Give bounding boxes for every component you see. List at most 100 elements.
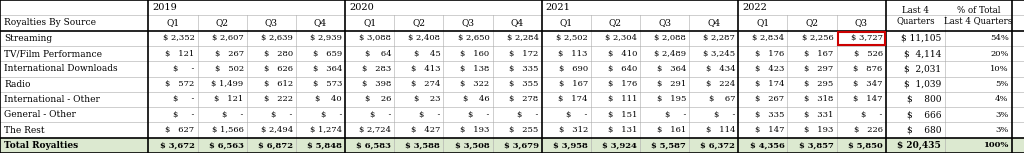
Text: $ 5,850: $ 5,850 xyxy=(848,141,883,149)
Text: $   174: $ 174 xyxy=(755,80,784,88)
Text: International Downloads: International Downloads xyxy=(4,64,118,73)
Text: 4%: 4% xyxy=(995,95,1009,103)
Text: $   195: $ 195 xyxy=(656,95,686,103)
Bar xyxy=(838,32,885,45)
Text: $ 2,502: $ 2,502 xyxy=(556,34,588,42)
Text: Q1: Q1 xyxy=(757,19,769,27)
Text: $   573: $ 573 xyxy=(312,80,342,88)
Text: General - Other: General - Other xyxy=(4,110,76,119)
Text: Q3: Q3 xyxy=(265,19,278,27)
Text: $   627: $ 627 xyxy=(166,126,195,134)
Text: $   318: $ 318 xyxy=(804,95,834,103)
Text: Royalties By Source: Royalties By Source xyxy=(4,19,96,27)
Text: $   526: $ 526 xyxy=(854,50,883,58)
Bar xyxy=(0,138,1024,153)
Text: Q2: Q2 xyxy=(216,19,228,27)
Text: $ 2,287: $ 2,287 xyxy=(703,34,735,42)
Text: $   267: $ 267 xyxy=(756,95,784,103)
Text: $   193: $ 193 xyxy=(804,126,834,134)
Text: $   423: $ 423 xyxy=(755,65,784,73)
Text: $ 3,727: $ 3,727 xyxy=(851,34,883,42)
Text: $ 3,958: $ 3,958 xyxy=(553,141,588,149)
Text: $   364: $ 364 xyxy=(312,65,342,73)
Text: $ 3,508: $ 3,508 xyxy=(455,141,489,149)
Text: $   224: $ 224 xyxy=(706,80,735,88)
Text: $   295: $ 295 xyxy=(804,80,834,88)
Text: $   274: $ 274 xyxy=(411,80,440,88)
Text: 20%: 20% xyxy=(990,50,1009,58)
Text: $ 3,924: $ 3,924 xyxy=(602,141,637,149)
Text: 5%: 5% xyxy=(995,80,1009,88)
Text: Q4: Q4 xyxy=(314,19,327,27)
Text: $   114: $ 114 xyxy=(706,126,735,134)
Text: $   355: $ 355 xyxy=(509,80,539,88)
Text: $    45: $ 45 xyxy=(414,50,440,58)
Text: $     -: $ - xyxy=(517,111,539,119)
Text: $ 6,872: $ 6,872 xyxy=(258,141,293,149)
Text: Q1: Q1 xyxy=(560,19,572,27)
Text: $   161: $ 161 xyxy=(656,126,686,134)
Text: $ 2,088: $ 2,088 xyxy=(654,34,686,42)
Text: $  4,114: $ 4,114 xyxy=(904,49,941,58)
Text: $     -: $ - xyxy=(271,111,293,119)
Text: $ 2,352: $ 2,352 xyxy=(163,34,195,42)
Text: 3%: 3% xyxy=(995,126,1009,134)
Text: $   121: $ 121 xyxy=(214,95,244,103)
Text: $   111: $ 111 xyxy=(607,95,637,103)
Text: Radio: Radio xyxy=(4,80,31,89)
Text: $ 2,489: $ 2,489 xyxy=(654,50,686,58)
Text: $     -: $ - xyxy=(714,111,735,119)
Text: $ 5,848: $ 5,848 xyxy=(307,141,342,149)
Text: $ 2,650: $ 2,650 xyxy=(458,34,489,42)
Text: $   364: $ 364 xyxy=(656,65,686,73)
Text: $   193: $ 193 xyxy=(460,126,489,134)
Text: $   172: $ 172 xyxy=(509,50,539,58)
Text: 2019: 2019 xyxy=(153,3,177,12)
Text: $   278: $ 278 xyxy=(509,95,539,103)
Text: $ 2,607: $ 2,607 xyxy=(212,34,244,42)
Text: $ 2,494: $ 2,494 xyxy=(261,126,293,134)
Text: $ 3,588: $ 3,588 xyxy=(406,141,440,149)
Text: $ 2,639: $ 2,639 xyxy=(261,34,293,42)
Text: $    46: $ 46 xyxy=(463,95,489,103)
Text: $     -: $ - xyxy=(370,111,391,119)
Text: $   297: $ 297 xyxy=(804,65,834,73)
Text: $ 2,256: $ 2,256 xyxy=(802,34,834,42)
Text: $   222: $ 222 xyxy=(264,95,293,103)
Text: $ 2,834: $ 2,834 xyxy=(753,34,784,42)
Text: 100%: 100% xyxy=(983,141,1009,149)
Text: $  2,031: $ 2,031 xyxy=(904,64,941,73)
Text: $ 2,284: $ 2,284 xyxy=(507,34,539,42)
Text: % of Total
Last 4 Quarters: % of Total Last 4 Quarters xyxy=(944,6,1013,25)
Text: $ 6,372: $ 6,372 xyxy=(700,141,735,149)
Text: $ 1,566: $ 1,566 xyxy=(212,126,244,134)
Text: $   174: $ 174 xyxy=(558,95,588,103)
Text: $ 6,563: $ 6,563 xyxy=(209,141,244,149)
Text: $ 3,088: $ 3,088 xyxy=(359,34,391,42)
Text: Q1: Q1 xyxy=(167,19,179,27)
Text: $ 3,245: $ 3,245 xyxy=(703,50,735,58)
Text: $    26: $ 26 xyxy=(365,95,391,103)
Text: $   690: $ 690 xyxy=(559,65,588,73)
Text: $   347: $ 347 xyxy=(853,80,883,88)
Text: $     -: $ - xyxy=(173,111,195,119)
Text: $   413: $ 413 xyxy=(411,65,440,73)
Text: Streaming: Streaming xyxy=(4,34,52,43)
Text: $     -: $ - xyxy=(419,111,440,119)
Text: $   267: $ 267 xyxy=(215,50,244,58)
Text: Q3: Q3 xyxy=(855,19,867,27)
Text: $    680: $ 680 xyxy=(906,126,941,134)
Text: $   283: $ 283 xyxy=(361,65,391,73)
Text: $     -: $ - xyxy=(468,111,489,119)
Text: $   255: $ 255 xyxy=(509,126,539,134)
Text: Q3: Q3 xyxy=(462,19,474,27)
Text: $    800: $ 800 xyxy=(906,95,941,104)
Text: $ 1,274: $ 1,274 xyxy=(310,126,342,134)
Text: $   434: $ 434 xyxy=(706,65,735,73)
Text: $    666: $ 666 xyxy=(906,110,941,119)
Text: $    40: $ 40 xyxy=(315,95,342,103)
Text: $ 3,679: $ 3,679 xyxy=(504,141,539,149)
Text: 2022: 2022 xyxy=(742,3,767,12)
Text: 54%: 54% xyxy=(990,34,1009,42)
Text: $    23: $ 23 xyxy=(414,95,440,103)
